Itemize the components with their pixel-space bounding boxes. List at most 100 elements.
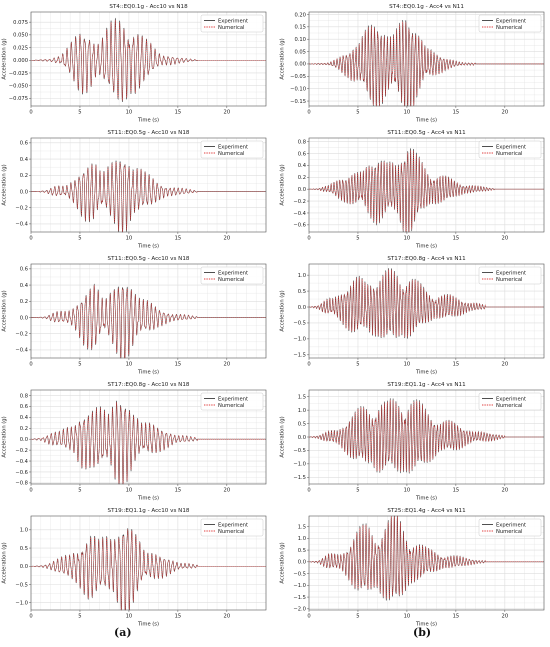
- chart-title: ST17::EQ0.8g - Acc10 vs N18: [108, 382, 190, 388]
- x-tick-label: 20: [224, 488, 231, 494]
- series-numerical: [31, 160, 266, 233]
- x-tick-label: 10: [126, 236, 133, 242]
- chart-a-1: 0 5 10 15 20 −0.075 −0.050 −0.025 0.000 0.025 0.05…: [2, 4, 267, 124]
- chart-b-3: 0 5 10 15 20 −1.5 −1.0 −0.5 0.0 0.5 1.0 ST17::EQ0.8…: [280, 256, 545, 376]
- x-tick-label: 20: [502, 614, 509, 620]
- y-tick-label: −0.2: [293, 199, 306, 205]
- legend-label-numerical: Numerical: [218, 151, 244, 157]
- legend-label-numerical: Numerical: [496, 25, 522, 31]
- y-axis-label: Acceleration (g): [280, 290, 286, 331]
- legend-label-experiment: Experiment: [496, 396, 526, 402]
- legend-box: [200, 140, 264, 159]
- x-tick-label: 15: [453, 362, 460, 368]
- x-tick-label: 0: [307, 236, 310, 242]
- series-numerical: [30, 528, 266, 611]
- y-tick-label: −1.5: [293, 475, 306, 481]
- x-axis-label: Time (s): [415, 622, 437, 628]
- legend-label-experiment: Experiment: [496, 522, 526, 528]
- chart-title: ST25::EQ1.4g - Acc4 vs N11: [387, 508, 466, 514]
- y-tick-label: 0.0: [298, 305, 306, 311]
- legend-box: [478, 266, 542, 285]
- x-tick-label: 0: [29, 236, 32, 242]
- y-tick-label: 0.0: [20, 189, 28, 195]
- chart-b-2: 0 5 10 15 20 −0.6 −0.4 −0.2 0.0 0.2 0.4 0.6 0.8 ST11:…: [280, 130, 545, 250]
- x-axis-label: Time (s): [415, 496, 437, 502]
- y-axis-label: Acceleration (g): [280, 542, 286, 583]
- y-axis-label: Acceleration (g): [2, 38, 8, 79]
- y-tick-label: 0.4: [20, 283, 29, 289]
- y-tick-label: 1.0: [298, 408, 306, 414]
- y-tick-label: 0.0: [20, 564, 28, 570]
- caption-a: (a): [114, 626, 132, 639]
- y-tick-label: 0.4: [20, 157, 29, 163]
- y-tick-label: −0.05: [290, 74, 306, 80]
- legend-box: [478, 392, 542, 411]
- chart-b-1: 0 5 10 15 20 −0.15 −0.10 −0.05 0.00 0.05 0.10 0.15 0…: [280, 4, 545, 124]
- x-tick-label: 20: [502, 236, 509, 242]
- y-tick-label: 0.6: [20, 267, 28, 273]
- x-tick-label: 5: [78, 110, 81, 116]
- y-tick-label: 0.6: [298, 151, 306, 157]
- chart-title: ST17::EQ0.8g - Acc4 vs N11: [387, 256, 466, 262]
- y-tick-label: 1.0: [298, 273, 306, 279]
- x-tick-label: 5: [356, 488, 359, 494]
- legend-label-experiment: Experiment: [496, 18, 526, 24]
- x-axis-label: Time (s): [137, 244, 159, 250]
- chart-title: ST19::EQ1.1g - Acc4 vs N11: [387, 382, 466, 388]
- chart-a-4: 0 5 10 15 20 −0.8 −0.6 −0.4 −0.2 0.0 0.2 0.4 0.6 0.8 S…: [2, 382, 267, 502]
- axes-frame: [308, 263, 545, 359]
- legend-box: [200, 518, 264, 537]
- x-tick-label: 0: [307, 110, 310, 116]
- caption-b-text: (b): [413, 626, 432, 639]
- y-tick-label: −1.0: [293, 462, 306, 468]
- y-tick-label: 0.5: [20, 546, 28, 552]
- x-tick-label: 10: [126, 362, 133, 368]
- y-tick-label: 1.0: [20, 528, 28, 534]
- axes-frame: [30, 137, 267, 233]
- y-tick-label: 0.0: [20, 315, 28, 321]
- y-tick-label: −0.5: [293, 321, 306, 327]
- y-tick-label: −1.5: [293, 595, 306, 601]
- y-tick-label: −0.2: [15, 331, 28, 337]
- caption-b: (b): [413, 626, 431, 639]
- legend-label-numerical: Numerical: [496, 151, 522, 157]
- legend-box: [200, 266, 264, 285]
- y-axis-label: Acceleration (g): [280, 416, 286, 457]
- y-tick-label: 0.20: [294, 12, 306, 18]
- chart-a-5: 0 5 10 15 20 −1.0 −0.5 0.0 0.5 1.0 ST19::EQ1.1g - …: [2, 508, 267, 628]
- series-experiment: [308, 268, 544, 339]
- y-axis-label: Acceleration (g): [2, 416, 8, 457]
- y-tick-label: −0.4: [15, 459, 28, 465]
- y-tick-label: −0.10: [290, 86, 306, 92]
- series-numerical: [30, 401, 266, 485]
- y-tick-label: 0.2: [20, 426, 28, 432]
- x-tick-label: 5: [78, 488, 81, 494]
- legend-label-numerical: Numerical: [218, 403, 244, 409]
- legend-label-numerical: Numerical: [496, 277, 522, 283]
- x-tick-label: 15: [175, 362, 182, 368]
- y-tick-label: −0.4: [15, 348, 28, 354]
- x-tick-label: 0: [29, 488, 32, 494]
- y-tick-label: −2.0: [293, 607, 306, 613]
- legend-label-numerical: Numerical: [218, 277, 244, 283]
- legend-box: [200, 392, 264, 411]
- y-axis-label: Acceleration (g): [280, 38, 286, 79]
- x-tick-label: 10: [126, 614, 133, 620]
- y-axis-label: Acceleration (g): [2, 542, 8, 583]
- legend-label-experiment: Experiment: [218, 144, 248, 150]
- x-tick-label: 10: [126, 110, 133, 116]
- x-tick-label: 20: [224, 236, 231, 242]
- x-tick-label: 15: [453, 110, 460, 116]
- y-tick-label: 0.6: [20, 141, 28, 147]
- chart-title: ST4::EQ0.1g - Acc10 vs N18: [109, 4, 188, 10]
- grid: [30, 516, 267, 610]
- x-axis-label: Time (s): [137, 118, 159, 124]
- series-numerical: [308, 399, 544, 473]
- y-tick-label: 0.00: [294, 62, 306, 68]
- y-tick-label: −0.5: [293, 448, 306, 454]
